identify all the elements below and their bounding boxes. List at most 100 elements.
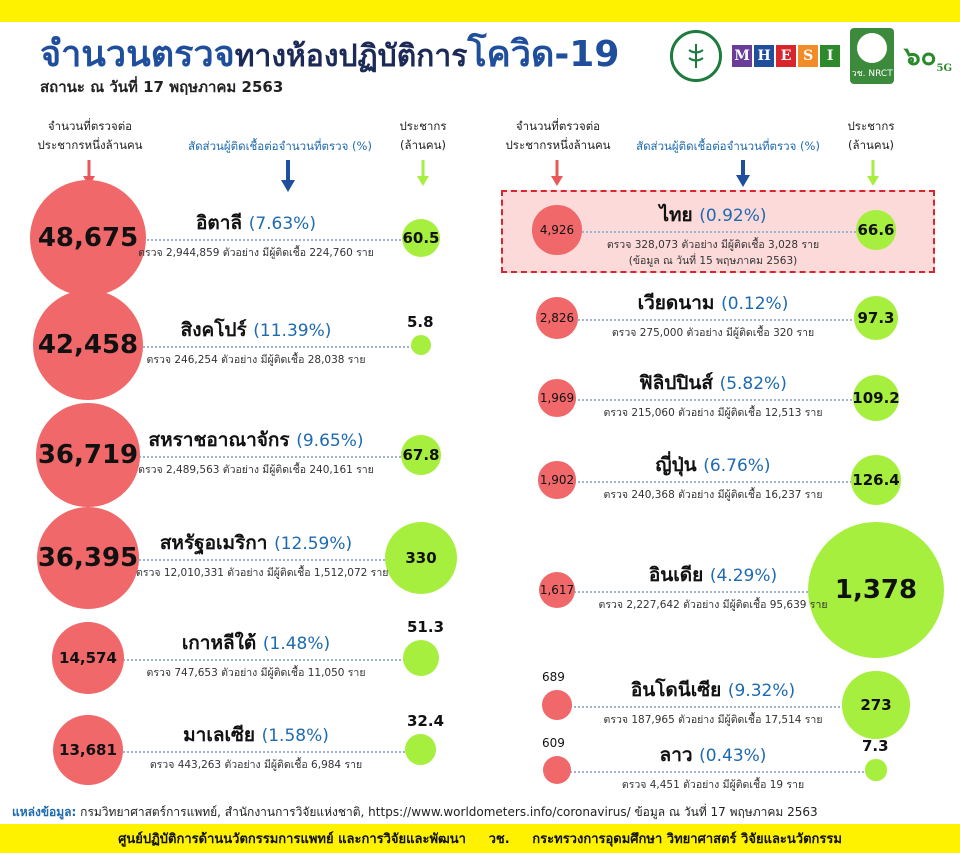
positive-ratio-label: (1.58%) <box>261 726 329 746</box>
tests-per-million-label: 609 <box>542 735 565 750</box>
country-name: ลาว (0.43%) <box>603 740 823 770</box>
population-circle: 109.2 <box>852 374 900 422</box>
top-banner <box>0 0 960 22</box>
test-detail: ตรวจ 328,073 ตัวอย่าง มีผู้ติดเชื้อ 3,02… <box>606 239 820 251</box>
test-detail: ตรวจ 2,944,859 ตัวอย่าง มีผู้ติดเชื้อ 22… <box>138 247 374 259</box>
title-part-1: จำนวนตรวจ <box>40 34 235 75</box>
country-name: ฟิลิปปินส์ (5.82%) <box>603 368 823 398</box>
anniversary-number: ๖๐ <box>904 41 937 72</box>
population-circle: 60.5 <box>402 219 440 257</box>
anniversary-logo: ๖๐5G <box>904 36 952 77</box>
connector-line <box>88 559 421 561</box>
country-name: อินโดนีเซีย (9.32%) <box>603 675 823 705</box>
positive-ratio-label: (0.43%) <box>699 746 767 766</box>
tests-per-million-circle <box>542 690 572 720</box>
test-detail: ตรวจ 275,000 ตัวอย่าง มีผู้ติดเชื้อ 320 … <box>611 327 815 339</box>
connector-line <box>557 231 876 233</box>
country-label: มาเลเซีย <box>183 724 262 746</box>
test-detail: ตรวจ 215,060 ตัวอย่าง มีผู้ติดเชื้อ 12,5… <box>603 407 823 419</box>
data-note: (ข้อมูล ณ วันที่ 15 พฤษภาคม 2563) <box>628 255 798 267</box>
tests-per-million-circle: 4,926 <box>532 205 582 255</box>
positive-ratio-label: (0.92%) <box>699 206 767 226</box>
positive-ratio-label: (4.29%) <box>709 566 778 586</box>
caduceus-icon <box>688 44 704 68</box>
arrow-population-right-icon <box>867 160 879 186</box>
connector-line <box>88 456 421 458</box>
tests-per-million-circle: 1,617 <box>539 572 575 608</box>
population-circle <box>865 759 887 781</box>
test-detail: ตรวจ 12,010,331 ตัวอย่าง มีผู้ติดเชื้อ 1… <box>136 567 389 579</box>
country-name: ญี่ปุ่น (6.76%) <box>603 450 823 480</box>
page-title: จำนวนตรวจทางห้องปฏิบัติการโควิด-19 <box>40 25 619 82</box>
country-label: เวียดนาม <box>637 292 722 314</box>
tests-per-million-circle: 42,458 <box>33 290 143 400</box>
population-circle <box>405 734 437 766</box>
population-label: 7.3 <box>862 737 889 756</box>
source-line: แหล่งข้อมูล: กรมวิทยาศาสตร์การแพทย์, สำน… <box>12 803 818 822</box>
mhesi-letter: M <box>732 45 753 67</box>
positive-ratio-label: (5.82%) <box>719 374 787 394</box>
connector-line <box>88 346 421 348</box>
test-detail: ตรวจ 2,489,563 ตัวอย่าง มีผู้ติดเชื้อ 24… <box>138 464 374 476</box>
left-header-population: ประชากร (ล้านคน) <box>399 119 447 152</box>
country-name: สิงคโปร์ (11.39%) <box>146 315 366 345</box>
test-detail: ตรวจ 240,368 ตัวอย่าง มีผู้ติดเชื้อ 16,2… <box>603 489 823 501</box>
population-circle: 1,378 <box>808 522 944 658</box>
right-header-tests: จำนวนที่ตรวจต่อประชากรหนึ่งล้านคน <box>505 119 611 152</box>
connector-line <box>557 706 876 708</box>
mhesi-letter: E <box>776 45 797 67</box>
source-label: แหล่งข้อมูล: <box>12 805 77 819</box>
connector-line <box>557 591 876 593</box>
country-label: ฟิลิปปินส์ <box>639 372 720 394</box>
arrow-ratio-left-icon <box>281 160 295 192</box>
tests-per-million-circle: 13,681 <box>53 715 123 785</box>
country-name: อินเดีย (4.29%) <box>603 560 823 590</box>
country-label: สิงคโปร์ <box>180 319 254 341</box>
population-circle <box>410 334 431 355</box>
country-label: สหรัฐอเมริกา <box>159 532 275 554</box>
population-label: 5.8 <box>407 312 434 331</box>
country-name: มาเลเซีย (1.58%) <box>146 720 366 750</box>
country-label: สหราชอาณาจักร <box>148 429 297 451</box>
source-text: กรมวิทยาศาสตร์การแพทย์, สำนักงานการวิจัย… <box>80 805 818 819</box>
connector-line <box>88 659 421 661</box>
mhesi-letter: S <box>798 45 819 67</box>
country-name: ไทย (0.92%) <box>603 200 823 230</box>
test-detail: ตรวจ 443,263 ตัวอย่าง มีผู้ติดเชื้อ 6,98… <box>149 759 363 771</box>
tests-per-million-circle <box>542 755 572 785</box>
arrow-ratio-right-icon <box>736 160 750 187</box>
tests-per-million-circle: 36,719 <box>36 403 140 507</box>
population-label: 32.4 <box>407 712 445 731</box>
connector-line <box>88 751 421 753</box>
country-name: สหรัฐอเมริกา (12.59%) <box>146 528 366 558</box>
country-label: อินเดีย <box>648 564 710 586</box>
positive-ratio-label: (0.12%) <box>721 294 789 314</box>
country-label: ญี่ปุ่น <box>655 454 704 476</box>
footer-banner: ศูนย์ปฏิบัติการด้านนวัตกรรมการแพทย์ และก… <box>0 824 960 853</box>
positive-ratio-label: (9.65%) <box>296 431 364 451</box>
test-detail: ตรวจ 4,451 ตัวอย่าง มีผู้ติดเชื้อ 19 ราย <box>621 779 805 791</box>
connector-line <box>557 481 876 483</box>
country-label: ลาว <box>659 744 700 766</box>
test-detail: ตรวจ 2,227,642 ตัวอย่าง มีผู้ติดเชื้อ 95… <box>598 599 828 611</box>
population-label: 51.3 <box>407 618 445 637</box>
population-circle: 67.8 <box>401 435 441 475</box>
title-part-2: ทางห้องปฏิบัติการ <box>234 39 468 74</box>
country-name: เกาหลีใต้ (1.48%) <box>146 628 366 658</box>
tests-per-million-label: 689 <box>542 670 565 685</box>
positive-ratio-label: (11.39%) <box>253 321 332 341</box>
population-circle: 126.4 <box>851 455 901 505</box>
test-detail: ตรวจ 187,965 ตัวอย่าง มีผู้ติดเชื้อ 17,5… <box>603 714 823 726</box>
country-label: เกาหลีใต้ <box>181 632 263 654</box>
tests-per-million-circle: 48,675 <box>30 180 146 296</box>
connector-line <box>557 399 876 401</box>
positive-ratio-label: (9.32%) <box>727 681 796 701</box>
tests-per-million-circle: 2,826 <box>536 297 578 339</box>
test-detail: ตรวจ 246,254 ตัวอย่าง มีผู้ติดเชื้อ 28,0… <box>146 354 366 366</box>
nrct-seal-icon <box>857 32 888 63</box>
anniversary-suffix: 5G <box>936 62 953 74</box>
nrct-text: วช. NRCT <box>851 68 893 79</box>
test-detail: ตรวจ 747,653 ตัวอย่าง มีผู้ติดเชื้อ 11,0… <box>146 667 366 679</box>
connector-line <box>88 239 421 241</box>
